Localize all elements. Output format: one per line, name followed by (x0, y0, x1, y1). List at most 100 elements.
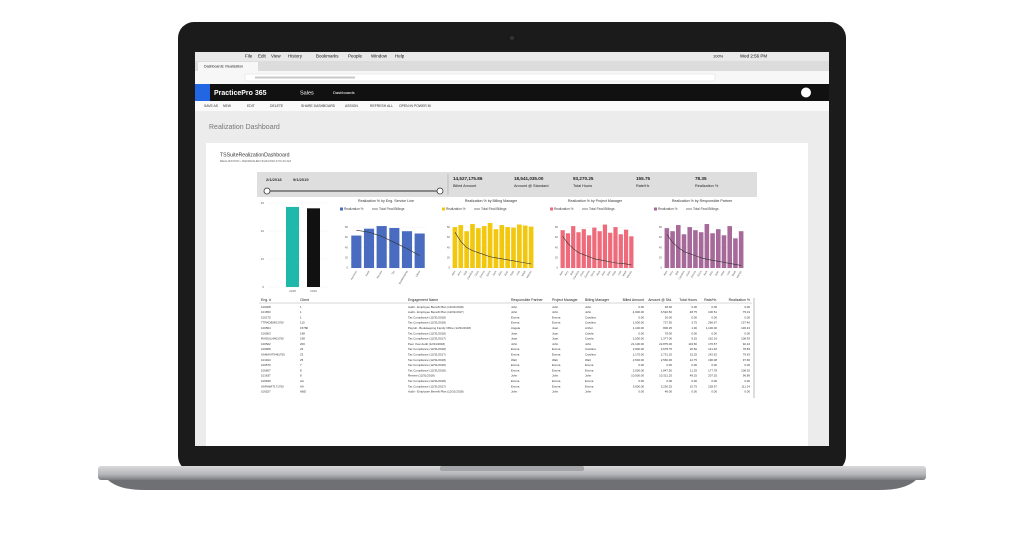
y-tick-label: 80 (659, 225, 663, 229)
bar (401, 231, 413, 268)
command-button[interactable]: OPEN IN POWER BI (399, 104, 431, 108)
table-cell: 101637 (261, 374, 271, 378)
x-tick-label: Advisory (349, 269, 358, 280)
table-cell: 1 (300, 305, 302, 309)
bar (505, 227, 510, 268)
bar (363, 228, 375, 268)
y-tick-label: 0 (556, 266, 558, 270)
kpi-value: 18,541,035.00 (514, 176, 544, 181)
address-bar[interactable] (244, 73, 716, 82)
line-series (562, 236, 632, 266)
table-cell: 2,175.00 (633, 352, 645, 356)
table-cell: 1,377.00 (661, 337, 673, 341)
slider-handle[interactable] (263, 187, 271, 195)
y-tick-label: 60 (447, 235, 451, 239)
column-header[interactable]: Billing Manager (585, 298, 610, 302)
table-cell: 4,900.00 (633, 310, 645, 314)
kpi-label: Rate/Hr. (636, 184, 650, 188)
table-cell: 0.00 (691, 390, 697, 394)
menu-item[interactable]: History (288, 54, 303, 59)
table-cell: John (511, 310, 518, 314)
command-button[interactable]: ASSIGN (345, 104, 358, 108)
table-cell: 1,500.00 (633, 337, 645, 341)
table-cell: 0.00 (744, 315, 750, 319)
slider-handle[interactable] (436, 187, 444, 195)
command-button[interactable]: REFRESH ALL (370, 104, 393, 108)
column-header[interactable]: Total Hours (679, 298, 697, 302)
menu-item[interactable]: View (271, 54, 281, 59)
menu-item[interactable]: Bookmarks (316, 54, 339, 59)
column-header[interactable]: Engagement Name (408, 298, 438, 302)
area-menu[interactable]: Sales (300, 90, 314, 96)
table-cell: Carolina (585, 347, 596, 351)
table-cell: 9.25 (691, 337, 697, 341)
kpi-value: 14,527,175.86 (453, 176, 483, 181)
app-launcher[interactable] (195, 84, 210, 101)
nav-menu[interactable]: Dashboards (333, 90, 355, 95)
bar (602, 224, 608, 268)
table-cell: 266.67 (708, 321, 717, 325)
table-cell: 228.57 (708, 384, 717, 388)
table-cell: 0.00 (744, 363, 750, 367)
bar (560, 230, 565, 268)
column-header[interactable]: Amount @ Std. (648, 298, 672, 302)
x-tick-label: 2019 (310, 289, 317, 293)
menu-item[interactable]: File (245, 54, 253, 59)
table-cell: Emma (552, 315, 561, 319)
table-cell: 137.46 (741, 321, 750, 325)
y-tick-label: 0 (262, 285, 264, 289)
menu-item[interactable]: Window (371, 54, 388, 59)
table-cell: 100668 (261, 347, 271, 351)
command-button[interactable]: NEW (223, 104, 232, 108)
kpi-label: Billed Amount (453, 184, 477, 188)
column-header[interactable]: Rate/Hr. (704, 298, 717, 302)
column-header[interactable]: Eng. # (261, 298, 271, 302)
x-tick-label: Erica (589, 269, 596, 277)
table-cell: 78.83 (743, 347, 751, 351)
table-cell: 20.50 (690, 347, 698, 351)
bar (517, 224, 522, 268)
table-cell: 8 (300, 374, 302, 378)
menu-item[interactable]: Help (395, 54, 405, 59)
table-cell: 0.00 (711, 379, 717, 383)
table-cell: 207.25 (708, 374, 717, 378)
column-header[interactable]: Realization % (729, 298, 750, 302)
bar (664, 228, 670, 268)
table-cell: John (585, 374, 592, 378)
command-button[interactable]: SHARE DASHBOARD (301, 104, 336, 108)
bar (511, 227, 516, 268)
column-header[interactable]: Responsible Partner (511, 298, 544, 302)
table-cell: 79.63 (743, 352, 751, 356)
bar (670, 231, 675, 268)
command-button[interactable]: SAVE AS (204, 104, 219, 108)
bar (493, 229, 499, 268)
column-header[interactable]: Billed Amount (623, 298, 644, 302)
command-button[interactable]: EDIT (247, 104, 255, 108)
browser-tab[interactable] (198, 62, 258, 71)
table-cell: 1,100.00 (706, 326, 718, 330)
table-cell: Emma (511, 363, 520, 367)
x-tick-label: Jack (595, 269, 601, 276)
table-scrollbar[interactable] (753, 298, 755, 398)
table-cell: SARAWIT171750 (261, 384, 284, 388)
app-header (195, 84, 829, 101)
table-cell: Juan (552, 326, 559, 330)
x-tick-label: Chris (579, 269, 586, 277)
y-tick-label: 0 (346, 266, 348, 270)
column-header[interactable]: Project Manager (552, 298, 579, 302)
menu-item[interactable]: Edit (258, 54, 267, 59)
bar (389, 227, 400, 268)
tab-title: Dashboards: Realization (204, 64, 243, 68)
menu-item[interactable]: People (348, 54, 363, 59)
table-cell: 10,321.25 (659, 374, 672, 378)
table-cell: 8 (300, 368, 302, 372)
table-cell: 23 (300, 352, 304, 356)
command-button[interactable]: DELETE (270, 104, 284, 108)
x-tick-label: Wendy (525, 269, 533, 279)
user-avatar[interactable] (801, 87, 811, 98)
table-cell: 0.00 (744, 390, 750, 394)
column-header[interactable]: Client (300, 298, 309, 302)
y-tick-label: 80 (447, 225, 451, 229)
kpi-label: Amount @ Standard (514, 184, 548, 188)
x-tick-label: Kate (719, 269, 725, 276)
